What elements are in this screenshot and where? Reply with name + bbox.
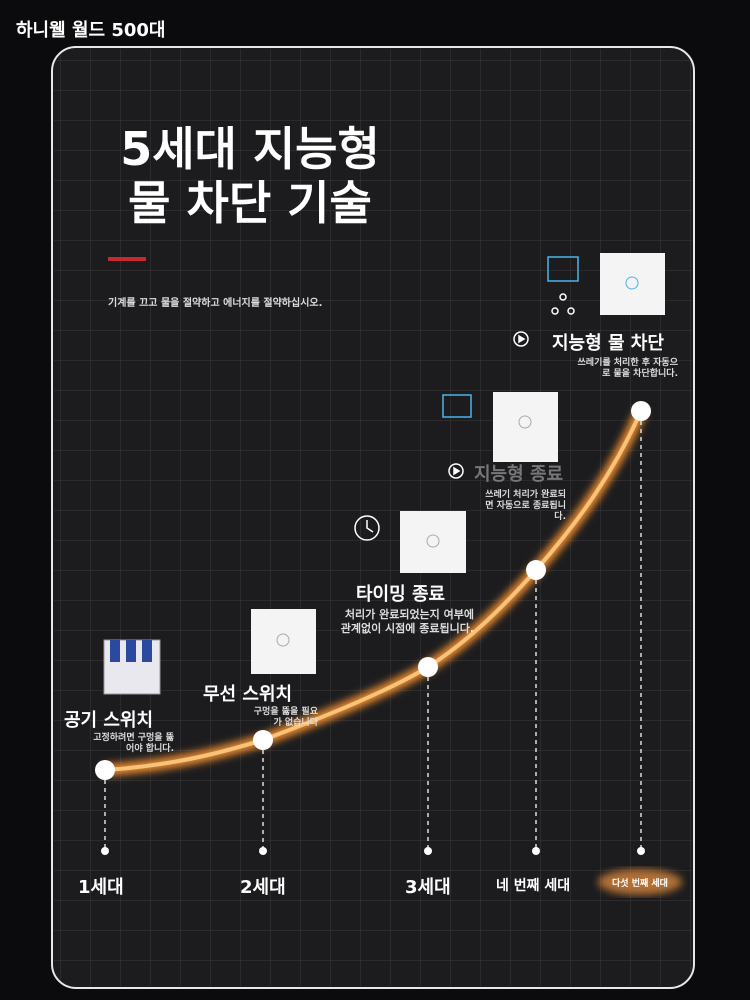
stage-desc: 쓰레기 처리가 완료되면 자동으로 종료됩니다. [485, 490, 566, 522]
subtitle: 기계를 끄고 물을 절약하고 에너지를 절약하십시오. [108, 298, 323, 309]
generation: 2세대 [240, 877, 286, 898]
stage-desc: 고정하려면 구멍을 뚫어야 합니다. [93, 733, 174, 754]
switch-panels [251, 253, 665, 674]
stage-title: 타이밍 종료 [356, 584, 446, 605]
generation: 1세대 [78, 877, 124, 898]
stage-title: 무선 스위치 [203, 684, 293, 705]
small-icons [354, 256, 579, 541]
stage-title: 지능형 종료 [474, 464, 564, 485]
stage-desc: 구멍을 뚫을 필요가 없습니다 [253, 707, 318, 728]
brand: 하니웰 월드 500대 [16, 20, 166, 41]
accent-bar [108, 257, 146, 261]
generation: 다섯 번째 세대 [612, 879, 668, 889]
air-switch-icon [103, 639, 161, 695]
stage-title: 공기 스위치 [64, 710, 154, 731]
stage-desc: 처리가 완료되었는지 여부에 관계없이 시점에 종료됩니다. [340, 608, 474, 635]
stage-title: 지능형 물 차단 [552, 333, 664, 354]
generation: 네 번째 세대 [496, 878, 571, 894]
generation: 3세대 [405, 877, 451, 898]
title: 5세대 지능형 물 차단 기술 [120, 122, 380, 230]
dashed-lines [104, 421, 642, 850]
gen-highlight [598, 869, 682, 895]
nodes [95, 401, 651, 855]
stage-desc: 쓰레기를 처리한 후 자동으로 물을 차단합니다. [577, 358, 678, 379]
